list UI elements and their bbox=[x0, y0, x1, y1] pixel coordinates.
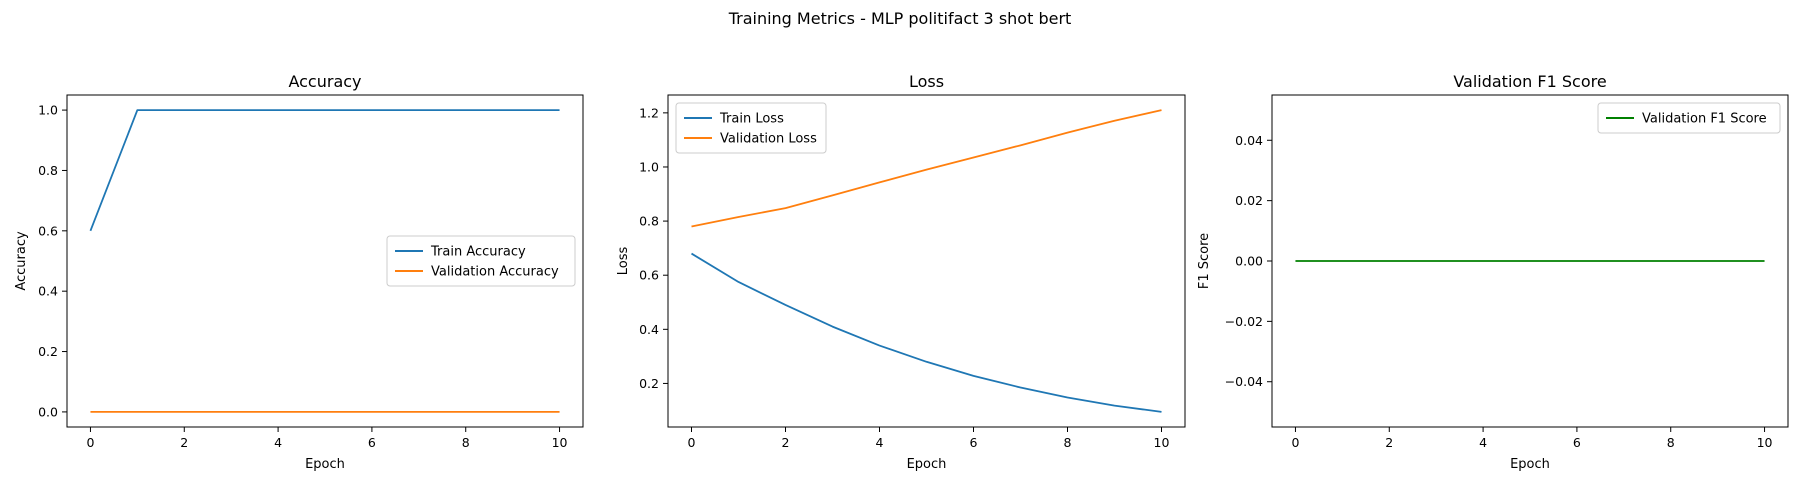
y-tick-label: 1.0 bbox=[639, 159, 659, 174]
legend-box bbox=[675, 102, 827, 154]
y-tick-label: −0.04 bbox=[1225, 374, 1263, 389]
x-tick-label: 0 bbox=[1291, 435, 1299, 450]
plot-frame bbox=[667, 94, 1186, 428]
series-line-train-accuracy bbox=[89, 109, 560, 232]
chart-panel-1: Accuracy 0 2 4 6 8 10 0.0 0.2 0.4 0.6 0.8 1.0 Epoch Ac… bbox=[14, 72, 584, 472]
x-tick-label: 10 bbox=[1757, 435, 1773, 450]
chart-panel-3: Validation F1 Score 0 2 4 6 8 10 −0.04 −0.02 0.00… bbox=[1197, 72, 1789, 472]
x-tick-label: 10 bbox=[1154, 435, 1170, 450]
y-tick-label: 0.4 bbox=[38, 284, 58, 299]
x-tick-label: 6 bbox=[970, 435, 978, 450]
chart-panel-2: Loss 0 2 4 6 8 10 0.2 0.4 0.6 0.8 1.0 1.2 Epoch Loss Tr… bbox=[616, 72, 1186, 472]
figure-suptitle: Training Metrics - MLP politifact 3 shot… bbox=[728, 9, 1072, 28]
x-axis-label: Epoch bbox=[305, 457, 345, 472]
legend-label: Validation Accuracy bbox=[431, 265, 559, 280]
x-tick-label: 8 bbox=[1667, 435, 1675, 450]
y-axis-label: Accuracy bbox=[14, 231, 29, 291]
x-axis-label: Epoch bbox=[1510, 457, 1550, 472]
plot-frame bbox=[1271, 94, 1789, 428]
panel-title: Loss bbox=[909, 72, 944, 91]
y-axis-label: F1 Score bbox=[1197, 233, 1212, 289]
legend-label: Validation Loss bbox=[720, 132, 817, 147]
y-tick-label: 0.2 bbox=[38, 344, 58, 359]
legend-label: Validation F1 Score bbox=[1642, 112, 1767, 127]
x-tick-label: 2 bbox=[1385, 435, 1393, 450]
y-tick-label: 1.2 bbox=[639, 105, 659, 120]
y-tick-label: 1.0 bbox=[38, 103, 58, 118]
x-tick-label: 8 bbox=[1064, 435, 1072, 450]
legend-label: Train Accuracy bbox=[430, 245, 526, 260]
x-tick-label: 6 bbox=[368, 435, 376, 450]
panel-title: Validation F1 Score bbox=[1453, 72, 1606, 91]
x-tick-label: 10 bbox=[552, 435, 568, 450]
x-tick-label: 2 bbox=[782, 435, 790, 450]
legend: Validation F1 Score bbox=[1597, 102, 1781, 134]
legend: Train Loss Validation Loss bbox=[675, 102, 827, 154]
x-tick-label: 0 bbox=[688, 435, 696, 450]
series-line-train-loss bbox=[691, 252, 1162, 413]
y-tick-label: 0.4 bbox=[639, 322, 659, 337]
panel-title: Accuracy bbox=[288, 72, 361, 91]
y-tick-label: 0.0 bbox=[38, 404, 58, 419]
y-axis-label: Loss bbox=[616, 247, 631, 276]
x-tick-label: 4 bbox=[1479, 435, 1487, 450]
x-tick-label: 0 bbox=[86, 435, 94, 450]
y-tick-label: 0.04 bbox=[1235, 133, 1263, 148]
y-tick-label: 0.6 bbox=[38, 223, 58, 238]
y-tick-label: 0.00 bbox=[1235, 254, 1263, 269]
x-axis-label: Epoch bbox=[907, 457, 947, 472]
y-tick-label: 0.02 bbox=[1235, 193, 1263, 208]
y-tick-label: 0.8 bbox=[639, 214, 659, 229]
y-tick-label: 0.6 bbox=[639, 268, 659, 283]
x-tick-label: 6 bbox=[1573, 435, 1581, 450]
y-tick-label: −0.02 bbox=[1225, 314, 1263, 329]
x-tick-label: 4 bbox=[876, 435, 884, 450]
y-tick-label: 0.2 bbox=[639, 376, 659, 391]
series-line-validation-loss bbox=[691, 109, 1162, 228]
legend: Train Accuracy Validation Accuracy bbox=[386, 235, 576, 287]
legend-label: Train Loss bbox=[719, 112, 784, 127]
plot-frame bbox=[66, 94, 584, 428]
legend-box bbox=[386, 235, 576, 287]
x-tick-label: 2 bbox=[180, 435, 188, 450]
x-tick-label: 8 bbox=[462, 435, 470, 450]
x-tick-label: 4 bbox=[274, 435, 282, 450]
legend-box bbox=[1597, 102, 1781, 134]
y-tick-label: 0.8 bbox=[38, 163, 58, 178]
